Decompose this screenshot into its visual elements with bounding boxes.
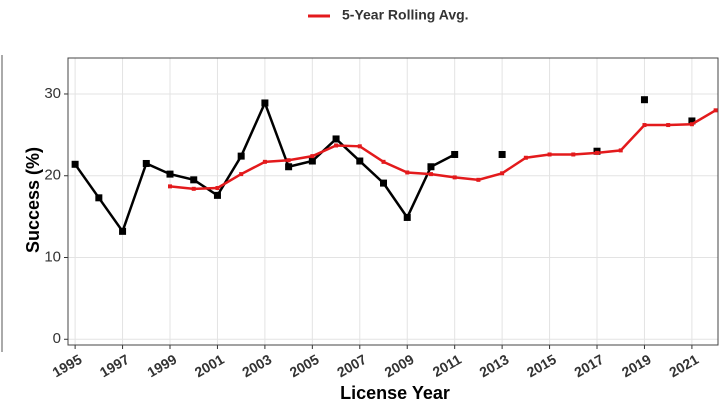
point	[688, 117, 696, 125]
y-tick-label: 10	[44, 248, 61, 265]
point	[403, 213, 411, 221]
point	[498, 150, 506, 158]
point	[427, 163, 435, 171]
legend: 5-Year Rolling Avg.	[308, 7, 469, 23]
point	[666, 123, 671, 128]
y-axis-title: Success (%)	[23, 147, 43, 253]
point	[215, 186, 220, 191]
plot-border	[67, 57, 719, 346]
legend-label: 5-Year Rolling Avg.	[342, 7, 469, 23]
point	[142, 159, 150, 167]
point	[71, 160, 79, 168]
series-line	[169, 109, 717, 191]
point	[523, 155, 528, 160]
point	[547, 152, 552, 157]
point	[191, 186, 196, 191]
point	[308, 157, 316, 165]
point	[356, 157, 364, 165]
point	[642, 123, 647, 128]
y-tick-label: 20	[44, 167, 61, 184]
point	[213, 191, 221, 199]
point	[380, 179, 388, 187]
point	[262, 159, 267, 164]
point	[190, 176, 198, 184]
point	[618, 148, 623, 153]
point	[451, 150, 459, 158]
point	[95, 194, 103, 202]
point	[261, 99, 269, 107]
point	[332, 135, 340, 143]
point	[571, 152, 576, 157]
x-axis-title: License Year	[340, 383, 450, 403]
y-tick-label: 0	[53, 330, 61, 347]
point	[334, 143, 339, 148]
point	[310, 154, 315, 159]
point	[405, 170, 410, 175]
point	[689, 122, 694, 127]
point	[239, 172, 244, 177]
point	[237, 152, 245, 160]
point	[119, 227, 127, 235]
point	[640, 96, 648, 104]
point	[286, 158, 291, 163]
point	[166, 170, 174, 178]
point	[595, 150, 600, 155]
point	[285, 163, 293, 171]
point	[381, 159, 386, 164]
point	[357, 144, 362, 149]
point	[168, 184, 173, 189]
point	[713, 108, 718, 113]
point	[476, 177, 481, 182]
y-tick-label: 30	[44, 85, 61, 102]
point	[452, 175, 457, 180]
point	[428, 172, 433, 177]
point	[500, 171, 505, 176]
